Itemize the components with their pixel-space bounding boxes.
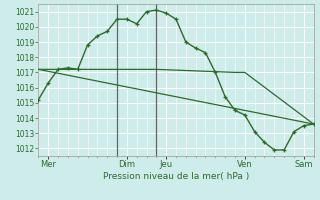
X-axis label: Pression niveau de la mer( hPa ): Pression niveau de la mer( hPa ) (103, 172, 249, 181)
